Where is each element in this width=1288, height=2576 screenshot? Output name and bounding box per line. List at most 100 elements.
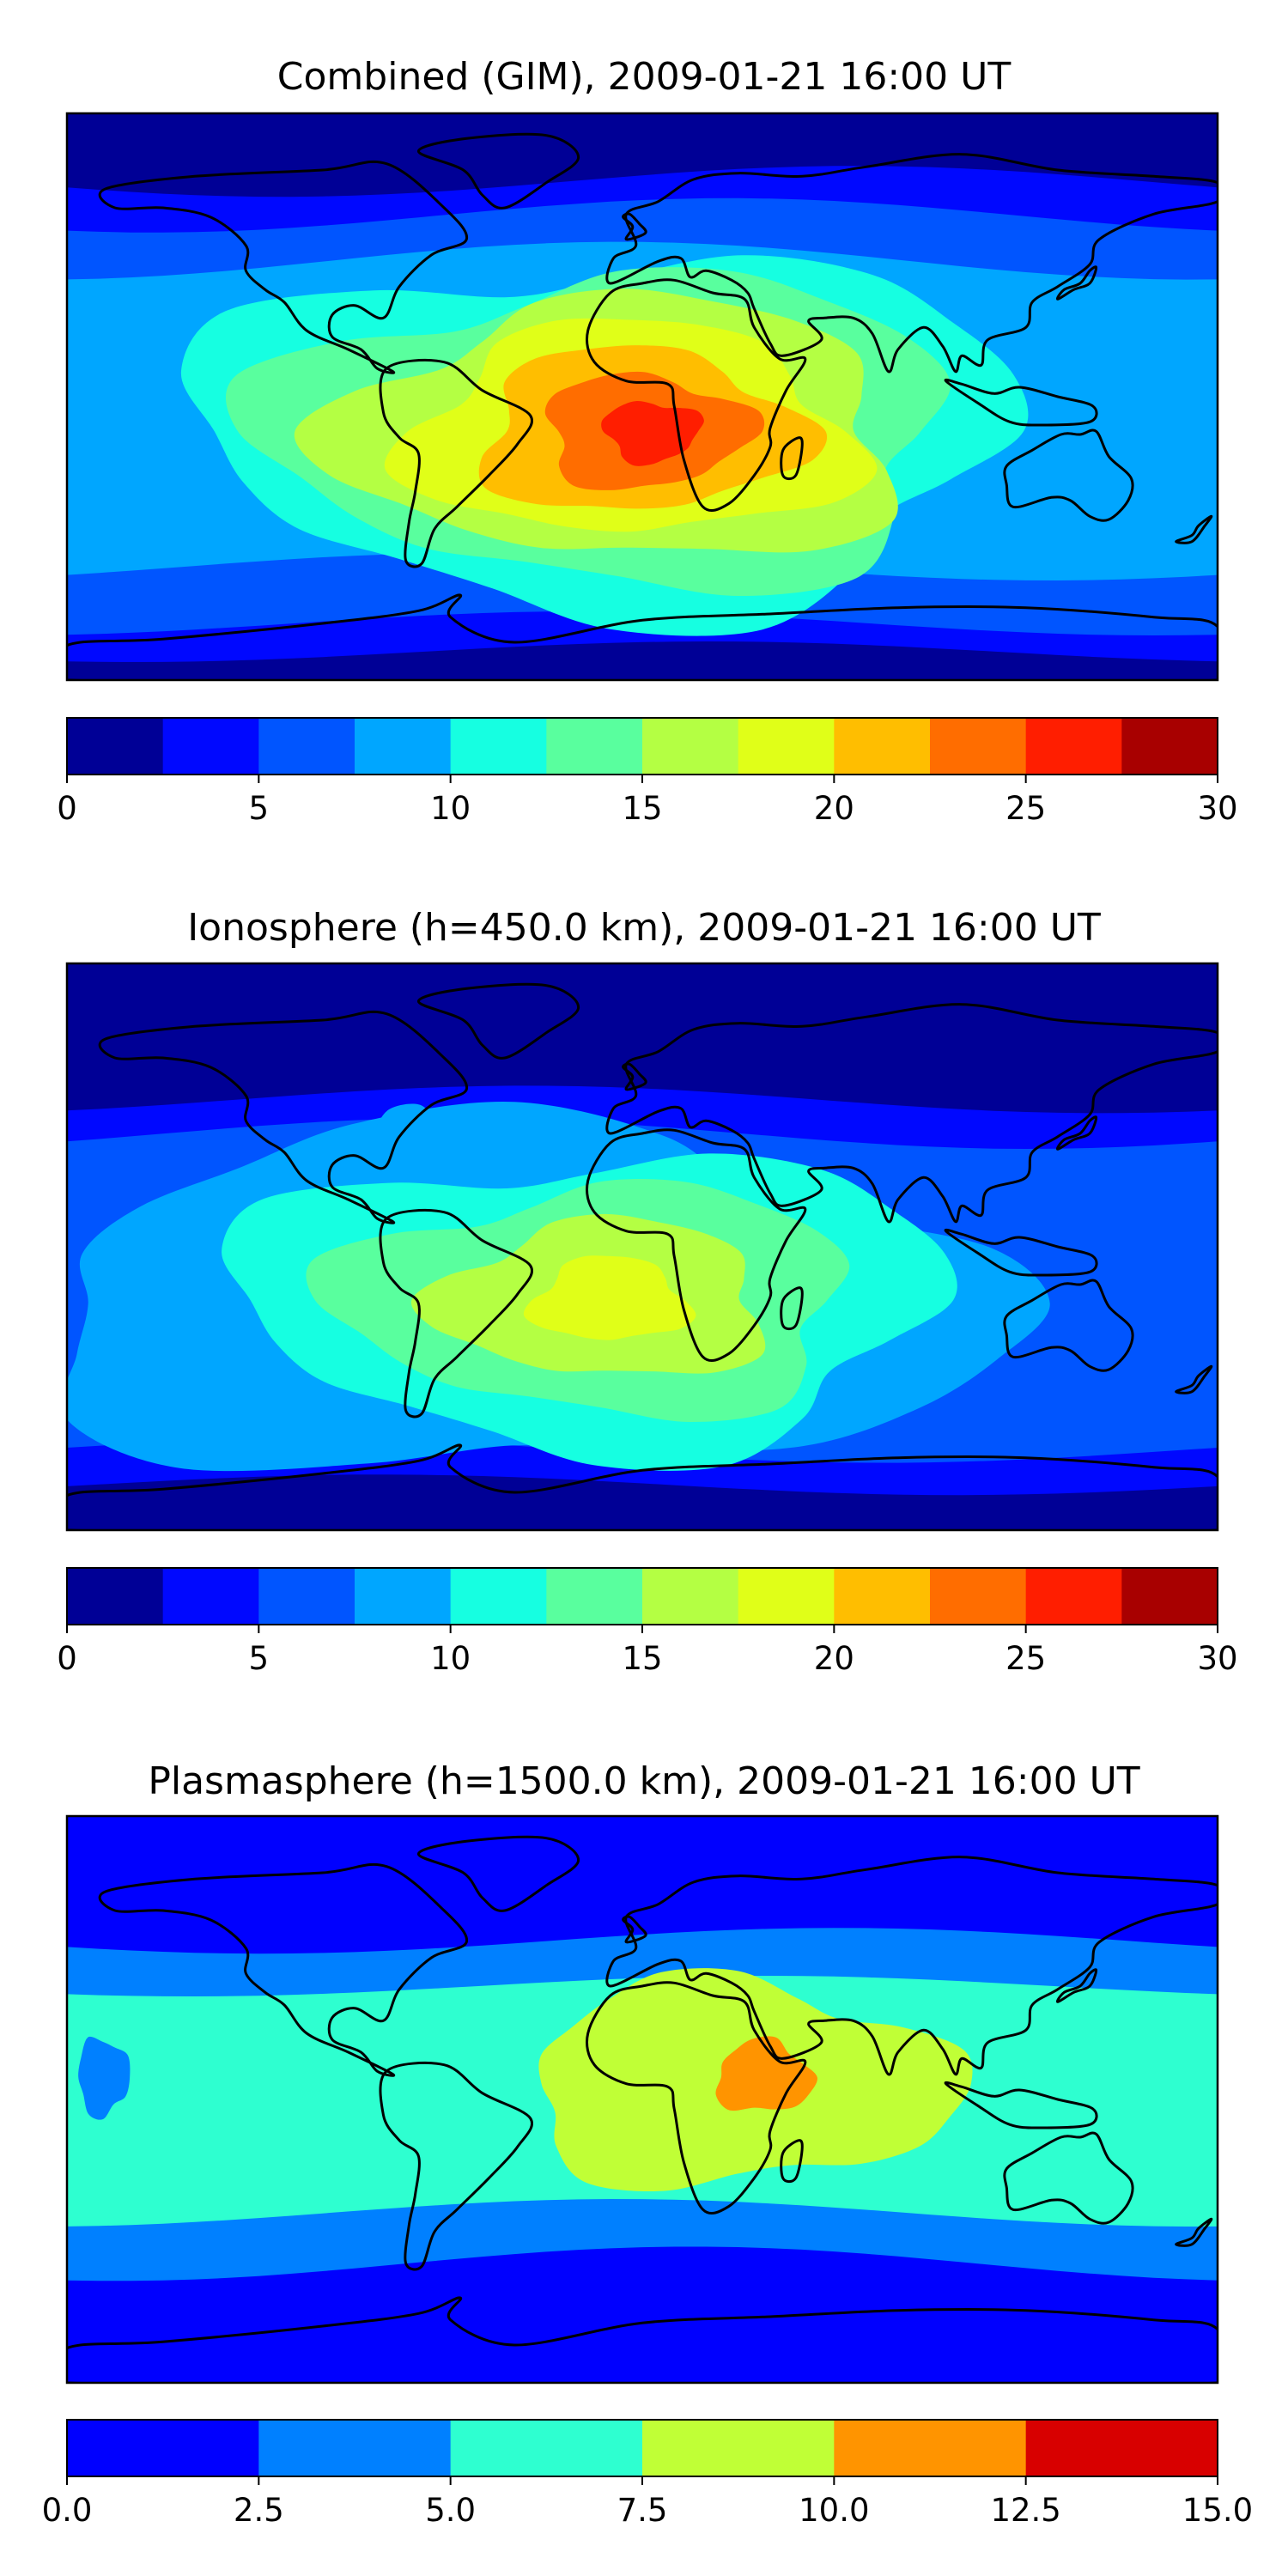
coastline-eurasia-2 <box>605 1856 1218 2076</box>
colorbar-swatch-9 <box>930 718 1027 775</box>
coastline-new-zealand-0 <box>1175 514 1213 544</box>
coastline-africa-0 <box>586 278 807 513</box>
coastline-australia-2 <box>1003 2131 1134 2225</box>
colorbar-tick-label-6: 15.0 <box>1182 2492 1253 2529</box>
colorbar-swatch-1 <box>258 2420 452 2476</box>
colorbar-tick-label-3: 7.5 <box>617 2492 668 2529</box>
colorbar-tick-label-1: 5 <box>249 1640 270 1677</box>
colorbar-swatch-6 <box>642 1568 739 1625</box>
coastline-madagascar-0 <box>780 436 804 481</box>
colorbar-swatch-8 <box>834 718 931 775</box>
colorbar-swatch-3 <box>355 718 452 775</box>
colorbar-1: 0 5 10 15 20 25 30 <box>57 717 1238 827</box>
map-panel-1 <box>65 112 1219 682</box>
coastline-madagascar-1 <box>780 1286 804 1331</box>
colorbar-swatch-2 <box>450 2420 643 2476</box>
colorbar-swatch-1 <box>162 718 259 775</box>
colorbar-tick-label-0: 0 <box>57 790 77 827</box>
colorbar-tick-label-6: 30 <box>1197 790 1237 827</box>
coastline-south-america-2 <box>379 2062 533 2271</box>
coastline-greenland-1 <box>416 982 580 1060</box>
pocket-north-america <box>370 1103 474 1188</box>
colorbar-tick-label-0: 0.0 <box>42 2492 93 2529</box>
colorbar-swatch-7 <box>738 718 835 775</box>
map-field-3 <box>67 1816 1218 2383</box>
colorbar-swatch-5 <box>1025 2420 1218 2476</box>
coastline-antarctica-coast-1 <box>67 1443 1218 1530</box>
colorbar-tick-label-6: 30 <box>1197 1640 1237 1677</box>
colorbar-tick-label-1: 2.5 <box>234 2492 284 2529</box>
colorbar-tick-label-4: 10.0 <box>799 2492 869 2529</box>
colorbar-tick-label-5: 25 <box>1005 1640 1046 1677</box>
map-field-2 <box>67 963 1218 1530</box>
coastline-south-america-1 <box>379 1209 533 1419</box>
map-frame-1 <box>65 112 1219 682</box>
colorbar-swatch-11 <box>1121 718 1218 775</box>
coastline-greenland-0 <box>416 132 580 210</box>
colorbar-tick-label-5: 25 <box>1005 790 1046 827</box>
coastline-australia-1 <box>1003 1279 1134 1372</box>
colorbar-swatch-3 <box>642 2420 835 2476</box>
coastline-uk-0 <box>622 212 647 241</box>
colorbar-2: 0 5 10 15 20 25 30 <box>57 1567 1238 1677</box>
colorbar-swatch-6 <box>642 718 739 775</box>
coastline-japan-2 <box>1055 1968 1098 2003</box>
colorbar-tick-label-4: 20 <box>814 790 854 827</box>
colorbar-swatch-2 <box>258 718 355 775</box>
colorbar-swatch-3 <box>355 1568 452 1625</box>
coastline-japan-1 <box>1055 1115 1098 1151</box>
coastline-antarctica-coast-2 <box>67 2296 1218 2383</box>
colorbar-tick-label-0: 0 <box>57 1640 77 1677</box>
coastline-indonesia-1 <box>944 1228 1098 1277</box>
coastline-north-america-1 <box>98 1010 469 1224</box>
peak-blob <box>715 2036 817 2111</box>
panel-2-title: Ionosphere (h=450.0 km), 2009-01-21 16:0… <box>187 906 1101 950</box>
colorbar-tick-label-4: 20 <box>814 1640 854 1677</box>
colorbar-tick-label-2: 10 <box>430 1640 471 1677</box>
blob-level-10 <box>601 401 704 466</box>
colorbar-swatch-4 <box>450 718 547 775</box>
colorbar-tick-label-2: 5.0 <box>425 2492 476 2529</box>
map-panel-2 <box>65 962 1219 1532</box>
colorbar-swatch-0 <box>67 2420 259 2476</box>
map-frame-3 <box>65 1814 1219 2385</box>
coastline-indonesia-0 <box>944 378 1098 427</box>
coastline-south-america-0 <box>379 359 533 568</box>
coastline-north-america-2 <box>98 1862 469 2077</box>
map-frame-2 <box>65 962 1219 1532</box>
coastline-new-zealand-2 <box>1175 2217 1213 2247</box>
coastline-uk-1 <box>622 1062 647 1091</box>
pocket-pacific-low <box>78 2036 131 2120</box>
colorbar-3: 0.0 2.5 5.0 7.5 10.0 12.5 15.0 <box>42 2419 1253 2529</box>
colorbar-swatch-2 <box>258 1568 355 1625</box>
colorbar-tick-label-3: 15 <box>622 1640 662 1677</box>
colorbar-swatch-5 <box>546 1568 643 1625</box>
colorbar-swatch-10 <box>1025 718 1122 775</box>
coastline-north-america-0 <box>98 160 469 374</box>
coastline-africa-2 <box>586 1981 807 2215</box>
blob-level-7 <box>523 1255 696 1340</box>
coastline-new-zealand-1 <box>1175 1364 1213 1394</box>
colorbar-swatch-0 <box>67 1568 164 1625</box>
colorbar-swatch-1 <box>162 1568 259 1625</box>
panel-1-title: Combined (GIM), 2009-01-21 16:00 UT <box>276 55 1012 99</box>
colorbar-tick-label-2: 10 <box>430 790 471 827</box>
colorbar-swatch-11 <box>1121 1568 1218 1625</box>
colorbar-tick-label-1: 5 <box>249 790 270 827</box>
colorbar-swatch-9 <box>930 1568 1027 1625</box>
colorbar-swatch-5 <box>546 718 643 775</box>
coastline-greenland-2 <box>416 1835 580 1912</box>
map-field-1 <box>67 113 1218 680</box>
coastline-madagascar-2 <box>780 2139 804 2184</box>
colorbar-swatch-10 <box>1025 1568 1122 1625</box>
coastline-eurasia-1 <box>605 1003 1218 1224</box>
coastline-antarctica-coast-0 <box>67 593 1218 680</box>
coastline-indonesia-2 <box>944 2081 1098 2129</box>
colorbar-swatch-4 <box>834 2420 1027 2476</box>
coastline-africa-1 <box>586 1128 807 1363</box>
colorbar-swatch-0 <box>67 718 164 775</box>
map-panel-3 <box>65 1814 1219 2385</box>
colorbar-swatch-4 <box>450 1568 547 1625</box>
colorbar-tick-label-5: 12.5 <box>990 2492 1060 2529</box>
